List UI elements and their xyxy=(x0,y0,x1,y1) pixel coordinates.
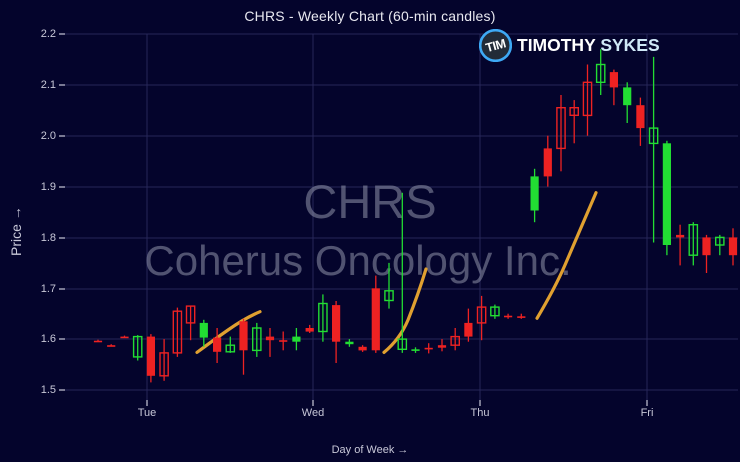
svg-text:Coherus Oncology Inc.: Coherus Oncology Inc. xyxy=(144,237,571,284)
svg-text:CHRS: CHRS xyxy=(303,175,436,228)
